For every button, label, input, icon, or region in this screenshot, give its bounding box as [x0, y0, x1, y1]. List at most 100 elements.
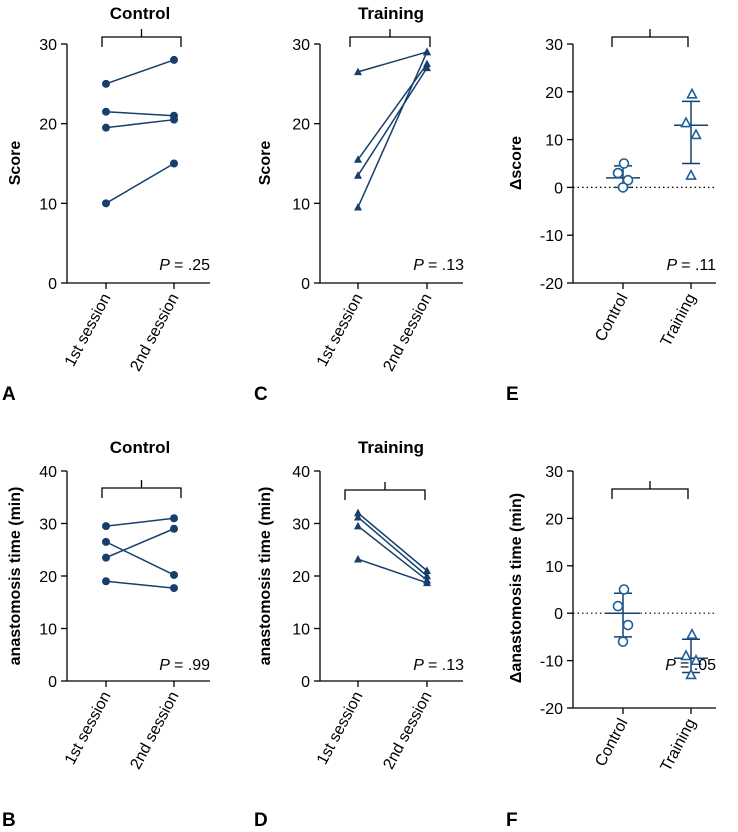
x-tick-label: Control	[592, 291, 631, 345]
data-point	[612, 600, 624, 612]
data-point	[423, 63, 431, 72]
y-tick-label: 20	[545, 85, 563, 102]
data-point	[102, 522, 110, 531]
data-point	[680, 116, 692, 128]
series-line	[105, 528, 175, 559]
data-point	[102, 123, 110, 132]
data-point	[685, 668, 697, 680]
p-value-number: = .05	[680, 657, 716, 674]
data-point	[686, 627, 698, 639]
y-axis-label: Score	[7, 141, 24, 186]
y-tick-label: 20	[39, 569, 57, 586]
series-line	[105, 517, 175, 527]
p-value: P = .25	[159, 257, 210, 274]
y-tick-label: 0	[301, 276, 310, 293]
data-point	[354, 512, 362, 521]
data-point	[622, 174, 634, 186]
panel-title: Control	[110, 438, 170, 457]
x-tick-label: 2nd session	[380, 291, 435, 374]
significance-bracket	[344, 482, 426, 500]
panel-c: 0 10 20 30 1st session 2nd session Training Sco…	[254, 4, 464, 405]
data-point	[354, 554, 362, 563]
y-tick-label: 10	[545, 133, 563, 150]
y-tick-label: 0	[554, 180, 563, 197]
series-line	[357, 512, 428, 572]
significance-bracket	[611, 29, 689, 47]
panel-letter: C	[254, 384, 268, 405]
p-value-number: = .13	[428, 657, 464, 674]
p-symbol: P	[666, 257, 677, 274]
series-line	[357, 63, 428, 160]
p-symbol: P	[159, 657, 170, 674]
data-point	[354, 202, 362, 211]
data-point	[170, 514, 178, 523]
panel-a: 0 10 20 30 1st session 2nd session Control Scor…	[2, 4, 210, 405]
x-tick-label: Control	[592, 716, 631, 770]
y-tick-label: -20	[540, 276, 563, 293]
p-symbol: P	[159, 257, 170, 274]
p-symbol: P	[413, 257, 424, 274]
series-line	[357, 516, 428, 577]
series-line	[105, 162, 175, 204]
x-tick-label: 2nd session	[127, 689, 182, 772]
x-tick-label: 1st session	[314, 689, 367, 768]
x-tick-label: Training	[658, 291, 700, 350]
y-axis-label: Δscore	[508, 136, 525, 190]
data-point	[423, 59, 431, 68]
data-point	[102, 577, 110, 586]
panel-letter: B	[2, 810, 16, 831]
panel-b: 0 10 20 30 40 1st session 2nd session Control an…	[2, 438, 210, 831]
data-point	[170, 115, 178, 124]
data-point	[102, 107, 110, 116]
significance-bracket	[101, 29, 182, 47]
y-tick-label: 30	[39, 517, 57, 534]
y-tick-label: 30	[39, 37, 57, 54]
x-tick-label: 1st session	[314, 291, 367, 370]
p-value-number: = .25	[174, 257, 210, 274]
x-tick-label: 2nd session	[127, 291, 182, 374]
data-point	[102, 199, 110, 208]
panel-title: Training	[358, 438, 424, 457]
data-point	[102, 79, 110, 88]
p-value: P = .99	[159, 657, 210, 674]
p-symbol: P	[665, 657, 676, 674]
data-point	[170, 524, 178, 533]
data-point	[423, 571, 431, 580]
panel-letter: E	[506, 384, 519, 405]
y-axis-label: anastomosis time (min)	[257, 487, 274, 666]
y-tick-label: 0	[48, 276, 57, 293]
y-axis-label: anastomosis time (min)	[7, 487, 24, 666]
p-value-number: = .99	[174, 657, 210, 674]
series-line	[357, 67, 428, 176]
y-tick-label: -10	[540, 654, 563, 671]
y-axis-label: Δanastomosis time (min)	[508, 493, 525, 683]
panel-letter: F	[506, 810, 518, 831]
data-point	[617, 182, 629, 193]
series-line	[357, 51, 428, 73]
y-tick-label: 0	[48, 674, 57, 691]
data-point	[170, 55, 178, 64]
data-point	[680, 649, 692, 661]
x-tick-label: 1st session	[62, 291, 115, 370]
data-point	[685, 168, 697, 180]
p-value: P = .11	[666, 257, 716, 274]
data-point	[622, 619, 634, 631]
significance-bracket	[349, 29, 431, 47]
y-tick-label: 30	[292, 517, 310, 534]
y-tick-label: 20	[545, 511, 563, 528]
data-point	[618, 584, 630, 595]
data-point	[686, 87, 698, 99]
y-tick-label: 10	[292, 622, 310, 639]
data-point	[354, 67, 362, 76]
data-point	[690, 128, 702, 140]
y-tick-label: 0	[301, 674, 310, 691]
y-tick-label: 40	[39, 464, 57, 481]
data-point	[354, 171, 362, 179]
y-tick-label: -10	[540, 228, 563, 245]
series-line	[105, 541, 175, 576]
data-point	[170, 584, 178, 593]
y-tick-label: 0	[554, 606, 563, 623]
panel-letter: D	[254, 810, 268, 831]
x-tick-label: 1st session	[62, 689, 115, 768]
x-tick-label: 2nd session	[380, 689, 435, 772]
